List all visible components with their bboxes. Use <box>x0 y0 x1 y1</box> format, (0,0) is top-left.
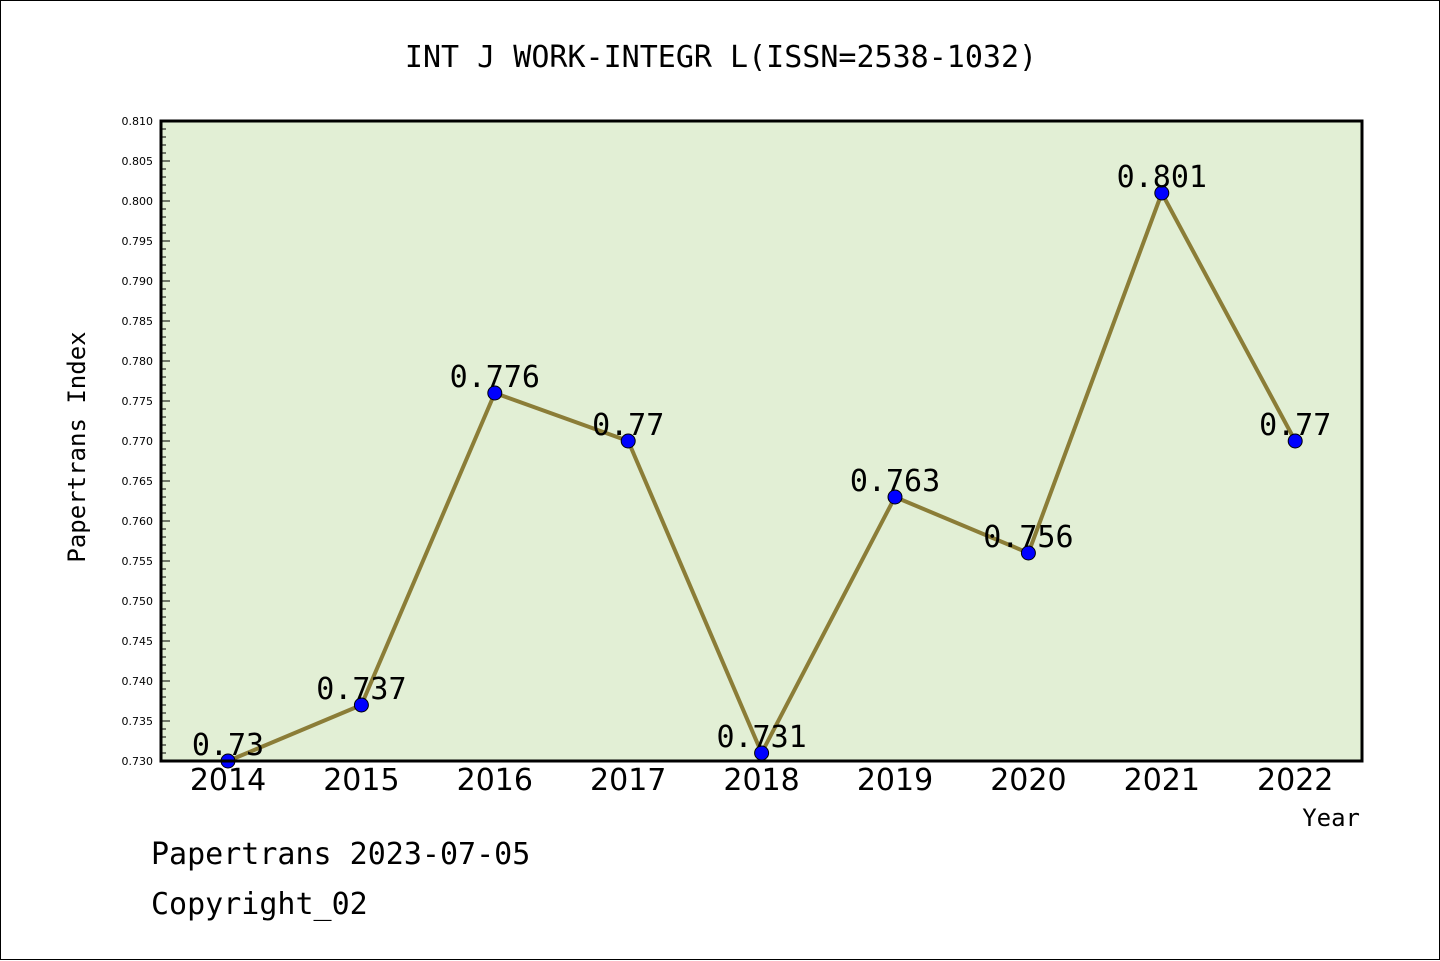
data-label: 0.77 <box>592 408 664 443</box>
series-line-group <box>220 185 1303 769</box>
data-label: 0.776 <box>450 360 540 395</box>
data-point <box>487 385 503 401</box>
x-tick-label: 2019 <box>857 763 933 798</box>
y-tick-label: 0.740 <box>122 675 154 688</box>
y-axis-ticks: 0.730 0.735 0.740 0.745 0.750 0.755 0.760 0.765… <box>122 115 170 768</box>
y-tick-label: 0.785 <box>122 315 154 328</box>
data-point <box>1287 433 1303 449</box>
data-label: 0.737 <box>316 672 406 707</box>
data-label: 0.756 <box>983 520 1073 555</box>
plot-area <box>161 121 1362 761</box>
y-tick-label: 0.735 <box>122 715 154 728</box>
data-label: 0.763 <box>850 464 940 499</box>
y-tick-label: 0.800 <box>122 195 154 208</box>
x-tick-label: 2022 <box>1257 763 1333 798</box>
x-tick-label: 2015 <box>323 763 399 798</box>
x-tick-label: 2018 <box>723 763 799 798</box>
data-label: 0.731 <box>716 720 806 755</box>
x-tick-label: 2014 <box>190 763 266 798</box>
y-tick-label: 0.795 <box>122 235 154 248</box>
x-axis-ticks: 2014 2015 2016 2017 2018 2019 2020 2021 2022 <box>190 763 1334 798</box>
footer-date: Papertrans 2023-07-05 <box>151 837 531 872</box>
data-point <box>353 697 369 713</box>
y-tick-label: 0.765 <box>122 475 154 488</box>
data-label: 0.801 <box>1117 160 1207 195</box>
x-tick-label: 2021 <box>1124 763 1200 798</box>
y-tick-label: 0.780 <box>122 355 154 368</box>
y-tick-label: 0.760 <box>122 515 154 528</box>
data-point <box>887 489 903 505</box>
x-tick-label: 2017 <box>590 763 666 798</box>
plot-border <box>159 119 1364 763</box>
y-tick-label: 0.755 <box>122 555 154 568</box>
y-tick-label: 0.730 <box>122 755 154 768</box>
y-tick-label: 0.775 <box>122 395 154 408</box>
data-label: 0.73 <box>192 728 264 763</box>
y-tick-label: 0.805 <box>122 155 154 168</box>
data-point <box>620 433 636 449</box>
chart-title: INT J WORK-INTEGR L(ISSN=2538-1032) <box>405 40 1037 75</box>
data-labels: 0.73 0.737 0.776 0.77 0.731 0.763 0.756 0.801 0.… <box>192 160 1331 763</box>
data-label: 0.77 <box>1259 408 1331 443</box>
x-axis-label: Year <box>1302 804 1360 832</box>
footer-copyright: Copyright_02 <box>151 887 368 922</box>
x-tick-label: 2016 <box>457 763 533 798</box>
y-axis-label: Papertrans Index <box>63 331 91 562</box>
y-tick-label: 0.745 <box>122 635 154 648</box>
y-tick-label: 0.750 <box>122 595 154 608</box>
data-point <box>1154 185 1170 201</box>
data-point <box>1020 545 1036 561</box>
y-tick-label: 0.770 <box>122 435 154 448</box>
y-tick-label: 0.790 <box>122 275 154 288</box>
y-tick-label: 0.810 <box>122 115 154 128</box>
x-tick-label: 2020 <box>990 763 1066 798</box>
